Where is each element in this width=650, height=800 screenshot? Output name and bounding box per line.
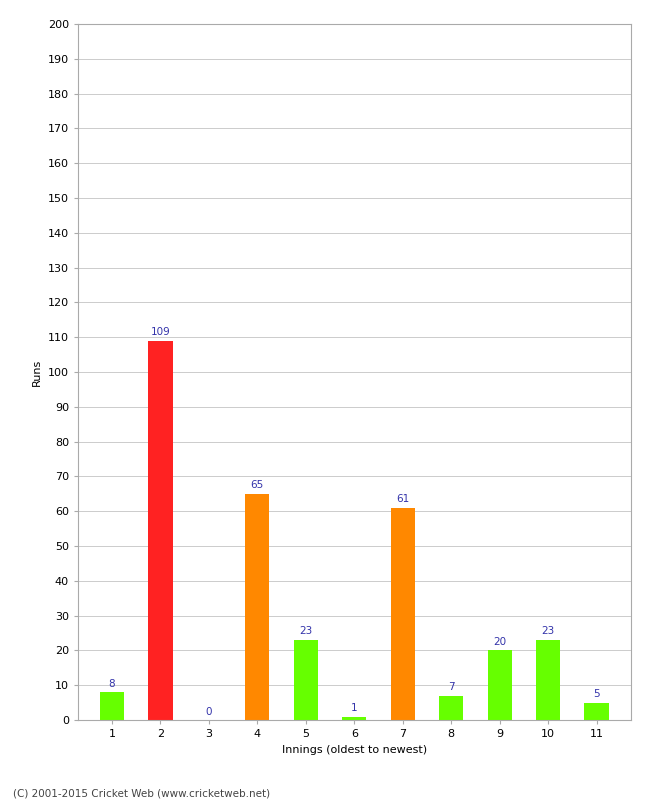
X-axis label: Innings (oldest to newest): Innings (oldest to newest) <box>281 745 427 754</box>
Bar <box>488 650 512 720</box>
Text: 61: 61 <box>396 494 410 504</box>
Bar <box>100 692 124 720</box>
Bar <box>245 494 270 720</box>
Text: 23: 23 <box>299 626 313 637</box>
Text: 20: 20 <box>493 637 506 647</box>
Y-axis label: Runs: Runs <box>32 358 42 386</box>
Bar <box>148 341 172 720</box>
Text: 23: 23 <box>541 626 554 637</box>
Text: 1: 1 <box>351 703 358 713</box>
Bar <box>584 702 608 720</box>
Bar <box>439 696 463 720</box>
Text: 5: 5 <box>593 689 600 699</box>
Text: 109: 109 <box>151 327 170 338</box>
Text: 7: 7 <box>448 682 454 692</box>
Text: 8: 8 <box>109 678 115 689</box>
Bar <box>342 717 367 720</box>
Bar <box>536 640 560 720</box>
Text: 65: 65 <box>251 480 264 490</box>
Text: (C) 2001-2015 Cricket Web (www.cricketweb.net): (C) 2001-2015 Cricket Web (www.cricketwe… <box>13 788 270 798</box>
Bar <box>294 640 318 720</box>
Bar <box>391 508 415 720</box>
Text: 0: 0 <box>205 706 212 717</box>
